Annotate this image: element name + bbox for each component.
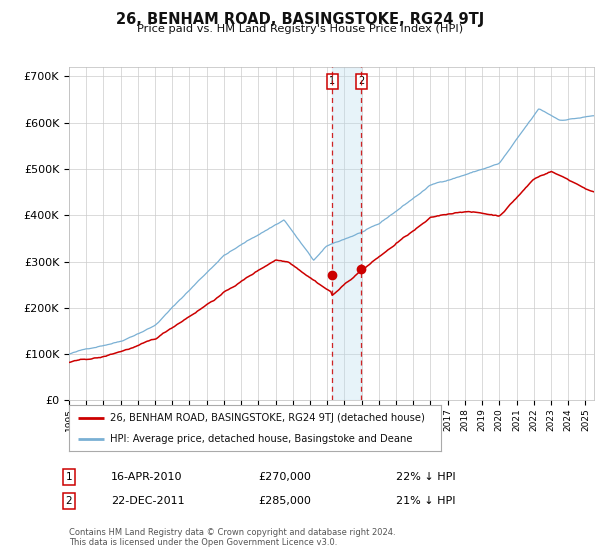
Text: 22% ↓ HPI: 22% ↓ HPI <box>396 472 455 482</box>
Text: HPI: Average price, detached house, Basingstoke and Deane: HPI: Average price, detached house, Basi… <box>110 435 412 444</box>
Text: Contains HM Land Registry data © Crown copyright and database right 2024.
This d: Contains HM Land Registry data © Crown c… <box>69 528 395 547</box>
Text: 21% ↓ HPI: 21% ↓ HPI <box>396 496 455 506</box>
Text: 1: 1 <box>329 76 335 86</box>
Text: 26, BENHAM ROAD, BASINGSTOKE, RG24 9TJ (detached house): 26, BENHAM ROAD, BASINGSTOKE, RG24 9TJ (… <box>110 413 425 423</box>
Text: £270,000: £270,000 <box>258 472 311 482</box>
Text: 1: 1 <box>65 472 73 482</box>
Text: 22-DEC-2011: 22-DEC-2011 <box>111 496 185 506</box>
Text: 26, BENHAM ROAD, BASINGSTOKE, RG24 9TJ: 26, BENHAM ROAD, BASINGSTOKE, RG24 9TJ <box>116 12 484 27</box>
Text: 2: 2 <box>358 76 364 86</box>
Text: 16-APR-2010: 16-APR-2010 <box>111 472 182 482</box>
Text: 2: 2 <box>65 496 73 506</box>
Bar <box>332 67 361 400</box>
Text: £285,000: £285,000 <box>258 496 311 506</box>
Text: Price paid vs. HM Land Registry's House Price Index (HPI): Price paid vs. HM Land Registry's House … <box>137 24 463 34</box>
